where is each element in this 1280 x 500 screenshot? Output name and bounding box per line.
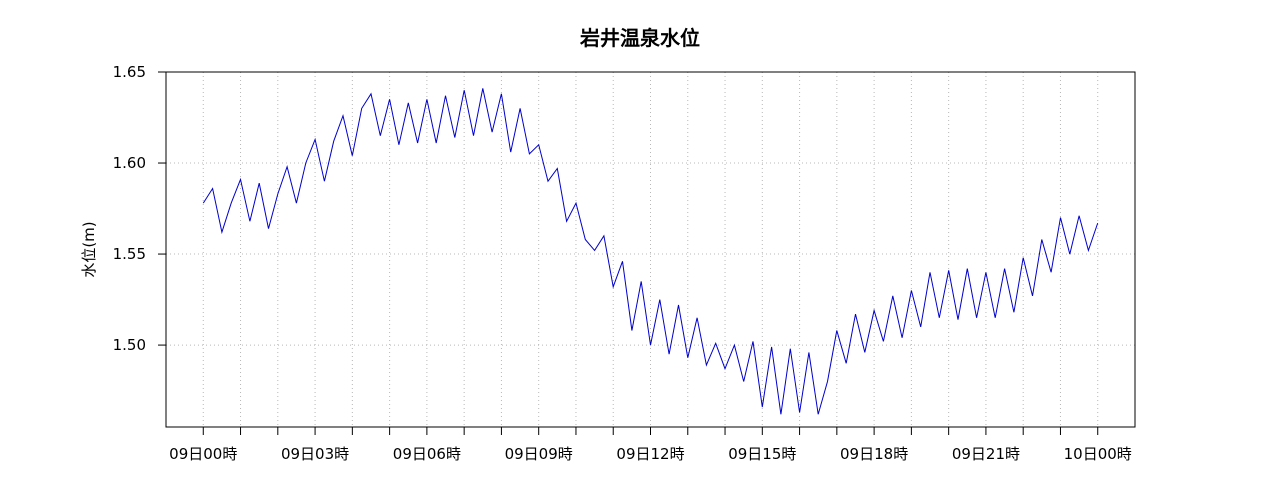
x-tick-label: 09日21時: [952, 445, 1020, 463]
grid-layer: [166, 71, 1135, 427]
water-level-line: [202, 88, 1099, 415]
plot-frame: [165, 71, 1136, 428]
x-tick-label: 09日09時: [505, 445, 573, 463]
x-tick-label: 09日12時: [616, 445, 684, 463]
x-tick-label: 09日18時: [840, 445, 908, 463]
y-tick-label: 1.55: [113, 245, 146, 263]
x-tick-label: 10日00時: [1064, 445, 1132, 463]
y-tick-label: 1.50: [113, 336, 146, 354]
y-tick-label: 1.65: [113, 63, 146, 81]
y-axis-label: 水位(m): [80, 221, 98, 277]
chart-title: 岩井温泉水位: [580, 26, 700, 50]
x-tick-label: 09日03時: [281, 445, 349, 463]
x-tick-label: 09日06時: [393, 445, 461, 463]
x-tick-label: 09日15時: [728, 445, 796, 463]
x-tick-label: 09日00時: [169, 445, 237, 463]
ticks-layer: 09日00時 09日03時 09日06時 09日09時 09日12時 09日15時 09日1…: [113, 63, 1132, 463]
y-tick-label: 1.60: [113, 154, 146, 172]
